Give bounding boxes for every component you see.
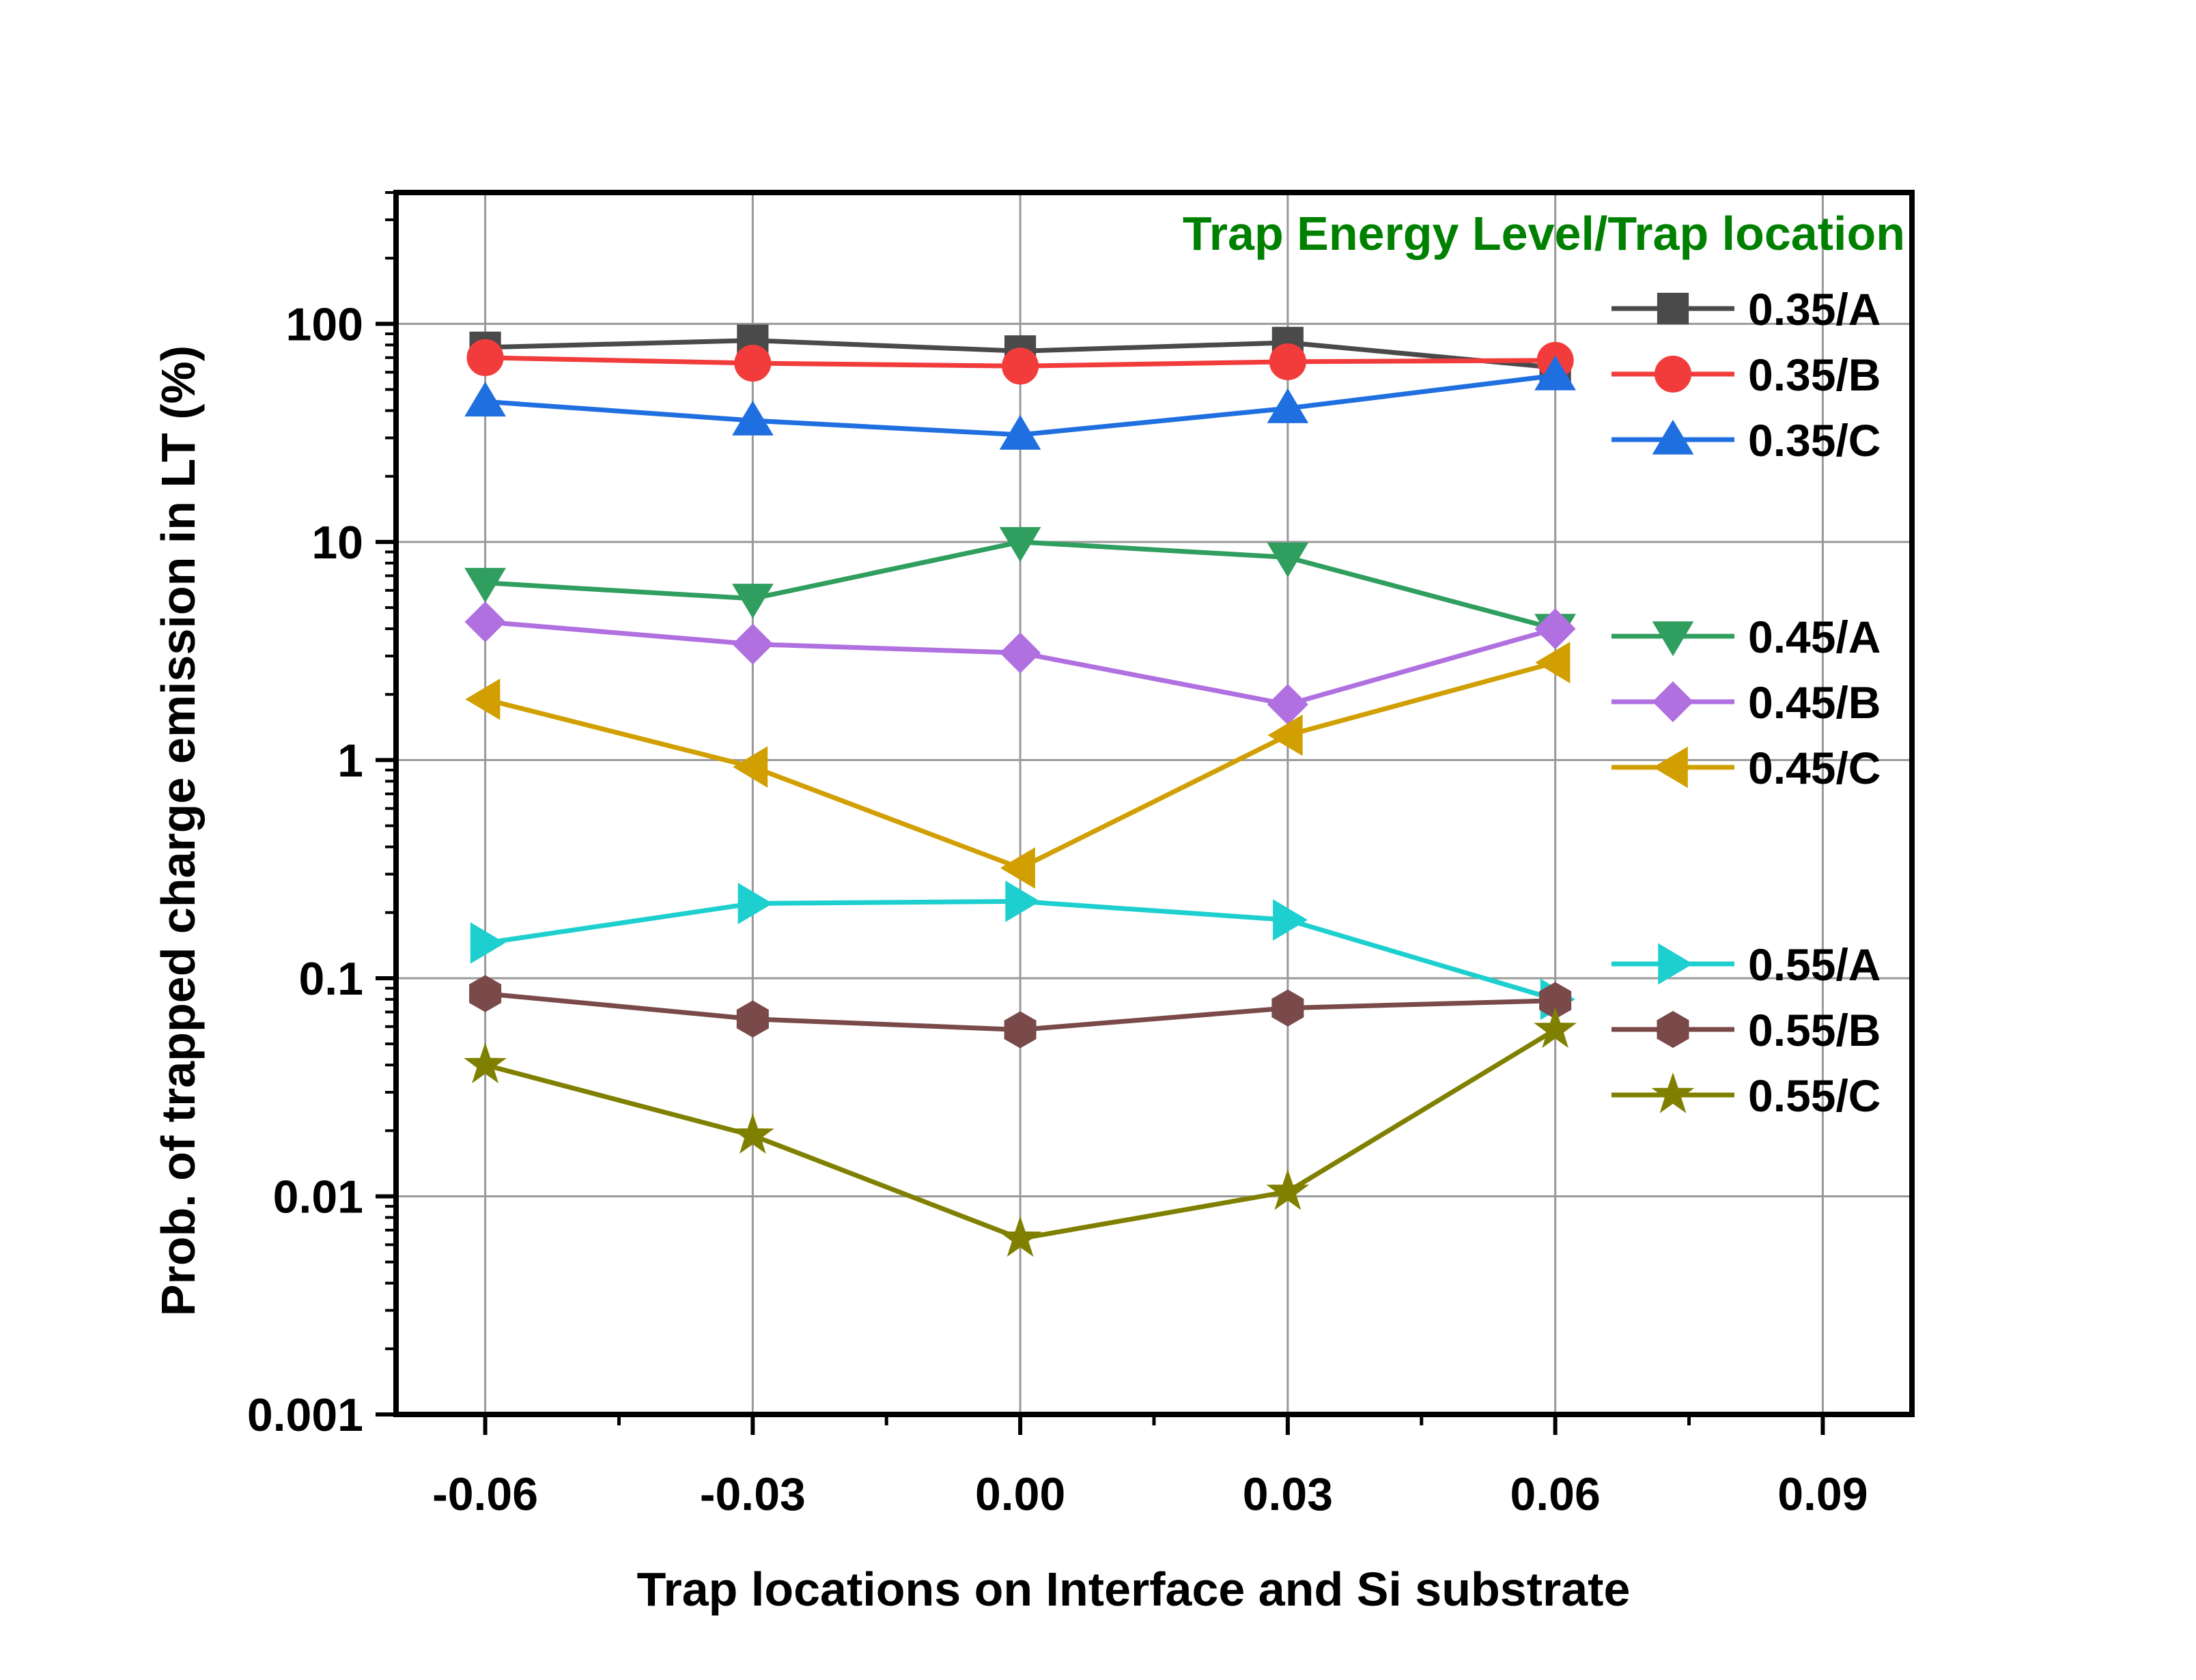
legend-marker <box>1652 419 1694 455</box>
legend-marker <box>1652 681 1694 723</box>
legend-label: 0.55/A <box>1748 939 1881 990</box>
legend-marker <box>1652 621 1694 657</box>
legend-item: 0.45/C <box>1611 743 1881 793</box>
data-point <box>465 679 501 720</box>
y-tick-label: 100 <box>286 298 363 350</box>
data-point <box>1267 714 1303 756</box>
legend-label: 0.35/C <box>1748 415 1881 466</box>
data-point <box>1000 632 1041 674</box>
data-point <box>737 883 773 924</box>
data-point <box>1004 1011 1037 1049</box>
legend-marker <box>1651 1072 1695 1113</box>
x-tick-label: 0.03 <box>1243 1468 1333 1520</box>
legend-item: 0.35/A <box>1611 284 1881 334</box>
data-point <box>999 527 1041 563</box>
y-tick-label: 0.01 <box>273 1171 363 1223</box>
x-tick-label: 0.00 <box>975 1468 1065 1520</box>
data-point <box>1005 881 1041 922</box>
y-tick-label: 0.001 <box>247 1389 363 1441</box>
data-point <box>1535 642 1571 683</box>
data-point <box>1002 347 1039 385</box>
data-point <box>1534 1007 1577 1049</box>
series-0.45-B <box>464 601 1576 725</box>
series-0.55-A <box>470 881 1575 1021</box>
legend-label: 0.35/B <box>1748 350 1881 400</box>
legend-label: 0.45/B <box>1748 677 1881 728</box>
legend-title: Trap Energy Level/Trap location <box>1183 207 1905 260</box>
data-point <box>733 746 768 788</box>
data-point <box>1273 899 1308 941</box>
x-tick-label: -0.03 <box>700 1468 806 1520</box>
data-point <box>464 1042 507 1083</box>
data-point <box>1534 608 1576 650</box>
x-axis-title: Trap locations on Interface and Si subst… <box>637 1563 1631 1616</box>
legend-label: 0.55/C <box>1748 1070 1881 1121</box>
legend-item: 0.35/B <box>1611 350 1881 400</box>
data-point <box>1267 542 1309 578</box>
data-point <box>1534 355 1576 390</box>
legend-item: 0.45/A <box>1611 612 1881 662</box>
y-tick-label: 10 <box>311 517 363 569</box>
series-layer <box>464 324 1577 1257</box>
y-tick-label: 0.1 <box>298 953 363 1005</box>
data-point <box>998 1216 1042 1257</box>
legend-label: 0.55/B <box>1748 1005 1881 1055</box>
legend-marker <box>1658 943 1693 985</box>
data-point <box>469 975 502 1012</box>
x-tick-label: 0.06 <box>1510 1468 1600 1520</box>
series-0.55-C <box>464 1007 1577 1257</box>
legend-label: 0.45/A <box>1748 612 1881 662</box>
data-point <box>1271 989 1304 1027</box>
data-point <box>466 339 504 376</box>
legend-marker <box>1655 356 1691 393</box>
data-point <box>1267 388 1309 423</box>
data-point <box>732 400 774 436</box>
legend-marker <box>1657 292 1689 325</box>
axis-ticks: -0.06 -0.03 0.00 0.03 0.06 0.09 0.001 0.01 0.1 1 1… <box>247 191 1868 1520</box>
data-point <box>999 414 1041 450</box>
data-point <box>470 922 505 964</box>
legend-item: 0.55/B <box>1611 1005 1881 1055</box>
series-0.35-C <box>464 355 1576 450</box>
legend-marker <box>1652 746 1688 788</box>
legend-item: 0.45/B <box>1611 677 1881 728</box>
series-0.45-C <box>465 642 1571 889</box>
x-tick-label: -0.06 <box>432 1468 538 1520</box>
legend-label: 0.45/C <box>1748 743 1881 793</box>
data-point <box>464 382 506 417</box>
series-0.55-B <box>469 975 1572 1049</box>
data-point <box>736 1000 769 1038</box>
legend: 0.35/A 0.35/B 0.35/C 0.45/A 0.45/B 0.45/C 0.55… <box>1611 284 1881 1121</box>
data-point <box>1266 1169 1310 1210</box>
data-point <box>732 584 774 619</box>
legend-item: 0.35/C <box>1611 415 1881 466</box>
data-point <box>732 623 774 665</box>
legend-marker <box>1657 1010 1689 1049</box>
y-axis-title: Prob. of trapped charge emission in LT (… <box>152 345 205 1316</box>
data-point <box>1000 847 1035 889</box>
x-tick-label: 0.09 <box>1777 1468 1868 1520</box>
data-point <box>464 567 506 603</box>
data-point <box>1269 343 1306 380</box>
legend-label: 0.35/A <box>1748 284 1881 334</box>
legend-item: 0.55/A <box>1611 939 1881 990</box>
series-0.35-B <box>466 339 1574 385</box>
data-point <box>734 345 772 382</box>
data-point <box>464 601 506 643</box>
legend-item: 0.55/C <box>1611 1070 1881 1121</box>
y-tick-label: 1 <box>337 735 363 786</box>
data-point <box>731 1113 774 1154</box>
